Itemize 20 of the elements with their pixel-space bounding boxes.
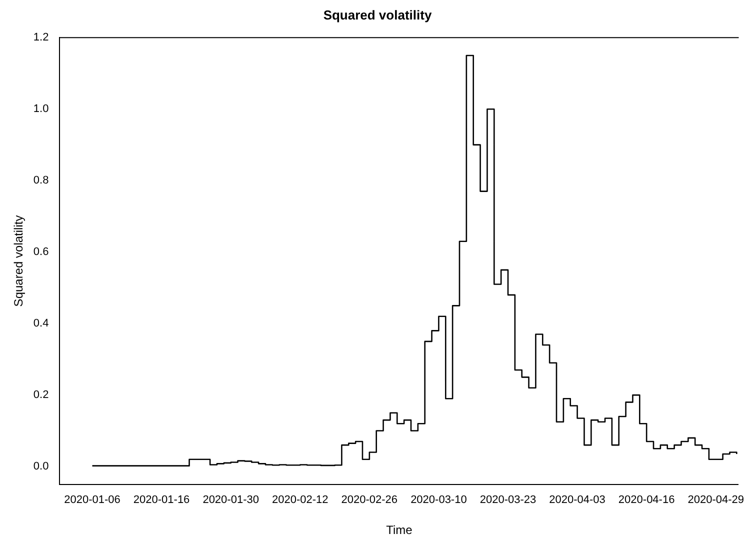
x-tick-label: 2020-04-29 (688, 494, 744, 506)
y-tick-label: 0.4 (33, 318, 49, 330)
x-tick-label: 2020-03-23 (480, 494, 536, 506)
x-tick-label: 2020-04-16 (618, 494, 675, 506)
y-axis-title: Squared volatility (12, 215, 26, 307)
y-tick-label: 0.0 (33, 460, 49, 473)
x-tick-label: 2020-01-06 (64, 494, 120, 506)
x-tick-label: 2020-01-30 (202, 494, 259, 506)
x-tick-label: 2020-02-12 (272, 494, 328, 506)
x-tick-label: 2020-02-26 (341, 494, 398, 506)
x-tick-label: 2020-04-03 (549, 494, 606, 506)
x-axis-title: Time (386, 523, 413, 538)
y-tick-label: 0.6 (33, 246, 49, 258)
y-tick-label: 0.8 (33, 174, 49, 187)
y-tick-label: 1.0 (33, 103, 49, 116)
chart-title: Squared volatility (323, 7, 432, 22)
y-tick-label: 0.2 (33, 389, 49, 402)
x-tick-label: 2020-01-16 (133, 494, 190, 506)
y-tick-label: 1.2 (33, 32, 49, 44)
x-tick-label: 2020-03-10 (410, 494, 467, 506)
